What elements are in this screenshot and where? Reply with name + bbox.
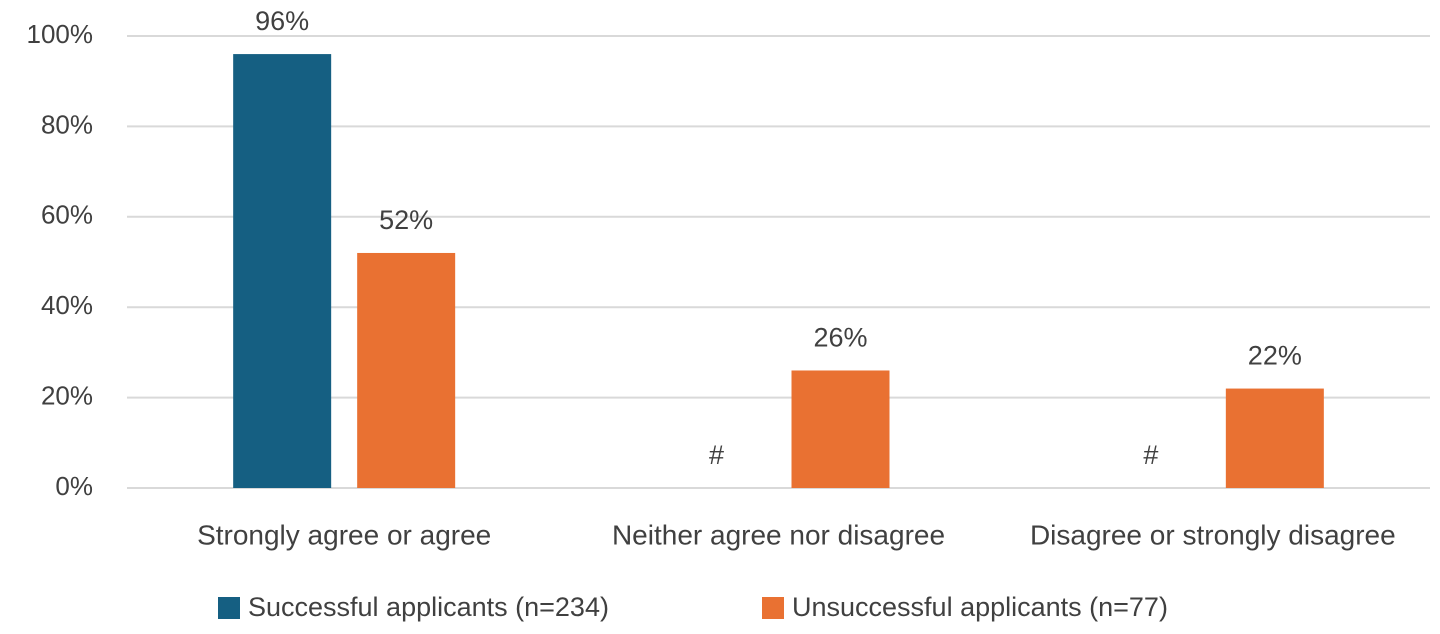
y-tick-label: 0% [55,471,93,501]
y-tick-label: 100% [27,19,94,49]
y-tick-label: 20% [41,380,93,410]
x-tick-label: Strongly agree or agree [197,519,491,550]
data-label: # [1143,440,1158,470]
x-tick-label: Neither agree nor disagree [612,519,945,550]
data-label: # [709,440,724,470]
bar [233,54,332,488]
legend-label: Successful applicants (n=234) [248,592,609,622]
data-label: 96% [255,6,309,36]
y-tick-label: 60% [41,200,93,230]
bar [357,252,456,488]
legend-swatch [218,597,240,619]
y-tick-label: 40% [41,290,93,320]
x-tick-label: Disagree or strongly disagree [1030,519,1396,550]
y-tick-label: 80% [41,109,93,139]
legend-label: Unsuccessful applicants (n=77) [792,592,1168,622]
legend-swatch [762,597,784,619]
bar [1225,388,1324,488]
data-label: 22% [1248,341,1302,371]
data-label: 52% [379,205,433,235]
data-label: 26% [813,323,867,353]
bar [791,370,890,488]
